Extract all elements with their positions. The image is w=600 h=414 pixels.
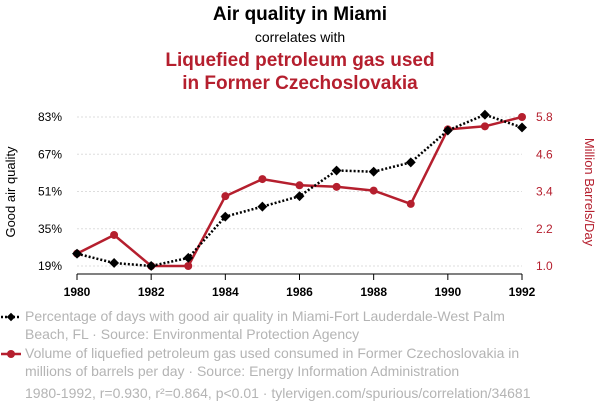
x-tick-label: 1984 [212, 285, 239, 299]
point-lpg-1984 [221, 192, 230, 201]
point-air-quality-1985 [257, 201, 268, 212]
legend-marker-air-quality-diamond [6, 312, 16, 322]
point-lpg-1988 [369, 186, 378, 195]
right-tick-label: 4.6 [536, 147, 553, 161]
right-tick-label: 1.0 [536, 259, 553, 273]
y-axis-left-label: Good air quality [3, 146, 18, 238]
point-lpg-1987 [332, 182, 341, 191]
chart-title-2-line-1: Liquefied petroleum gas used [165, 50, 434, 71]
point-air-quality-1984 [220, 211, 231, 222]
point-lpg-1986 [295, 181, 304, 190]
legend-marker-lpg-circle [7, 350, 15, 358]
point-air-quality-1989 [405, 157, 416, 168]
chart-title: Air quality in Miami [213, 4, 387, 25]
chart-subtitle: correlates with [255, 29, 345, 45]
series [72, 109, 527, 271]
legend-lpg-line-1: Volume of liquefied petroleum gas used c… [25, 345, 519, 361]
left-tick-label: 51% [38, 185, 62, 199]
point-air-quality-1992 [517, 122, 527, 133]
legend-air-quality-line-1: Percentage of days with good air quality… [25, 308, 505, 324]
x-tick-label: 1982 [138, 285, 165, 299]
point-air-quality-1990 [442, 125, 453, 136]
x-tick-label: 1986 [286, 285, 313, 299]
point-air-quality-1991 [479, 109, 490, 120]
right-tick-label: 3.4 [536, 185, 553, 199]
chart-title-2-line-2: in Former Czechoslovakia [182, 73, 418, 94]
point-lpg-1981 [110, 230, 119, 239]
x-tick-label: 1990 [434, 285, 461, 299]
x-tick-label: 1980 [64, 285, 91, 299]
legend-air-quality-line-2: Beach, FL · Source: Environmental Protec… [25, 326, 359, 342]
y-axis-right-label: Million Barrels/Day [582, 138, 597, 247]
point-lpg-1991 [480, 122, 489, 131]
legend: Percentage of days with good air quality… [1, 308, 519, 379]
right-tick-label: 2.2 [536, 222, 553, 236]
footnote: 1980-1992, r=0.930, r²=0.864, p<0.01 · t… [25, 385, 531, 401]
point-air-quality-1986 [294, 191, 305, 202]
point-air-quality-1980 [72, 248, 82, 259]
series-line-air-quality [76, 113, 523, 268]
x-tick-label: 1992 [509, 285, 536, 299]
left-tick-label: 19% [38, 259, 62, 273]
left-tick-label: 35% [38, 222, 62, 236]
x-tick-label: 1988 [360, 285, 387, 299]
point-lpg-1989 [406, 199, 415, 208]
axis-ticks: 19% 35% 51% 67% 83% 1.0 2.2 3.4 4.6 5.8 1980 1982 19… [38, 110, 553, 299]
legend-lpg-line-2: millions of barrels per day · Source: En… [25, 363, 459, 379]
point-air-quality-1983 [183, 252, 194, 263]
point-air-quality-1987 [331, 165, 342, 176]
point-air-quality-1981 [109, 258, 120, 268]
right-tick-label: 5.8 [536, 110, 553, 124]
point-lpg-1983 [184, 262, 193, 270]
point-air-quality-1988 [368, 166, 379, 177]
point-lpg-1985 [258, 175, 267, 184]
point-lpg-1992 [518, 113, 526, 121]
left-tick-label: 83% [38, 110, 62, 124]
left-tick-label: 67% [38, 147, 62, 161]
